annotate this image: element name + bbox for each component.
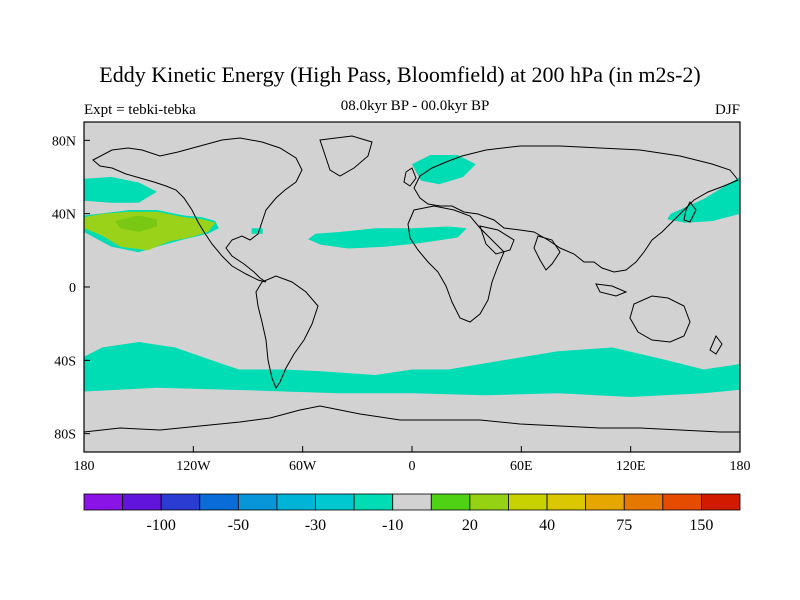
anomaly-scandinavia-patch — [412, 155, 476, 185]
anomaly-north-pacific-positive-inner — [115, 215, 157, 232]
lat-tick-label: 40S — [54, 354, 76, 369]
map-background — [84, 122, 740, 452]
colorbar-label: 150 — [689, 517, 713, 534]
colorbar-box — [469, 493, 509, 511]
anomaly-north-pacific-east-band — [84, 177, 157, 203]
lon-tick-label: 120E — [616, 459, 646, 474]
colorbar: -100 -50 -30 -10 20 40 75 150 — [83, 493, 741, 534]
colorbar-label: 40 — [539, 517, 555, 534]
lat-tick-label: 80N — [52, 134, 76, 149]
lat-tick-label: 80S — [54, 428, 76, 443]
anomaly-atlantic-small-patch — [251, 228, 263, 234]
colorbar-label: -50 — [228, 517, 249, 534]
longitude-ticks: 180 120W 60W 0 60E 120E 180 — [74, 446, 751, 474]
experiment-label: Expt = tebki-tebka — [84, 102, 196, 118]
anomaly-southern-ocean-band — [84, 342, 740, 397]
lat-tick-label: 40N — [52, 208, 76, 223]
colorbar-label: 20 — [462, 517, 478, 534]
lon-tick-label: 180 — [74, 459, 95, 474]
lon-tick-label: 60E — [510, 459, 533, 474]
lon-tick-label: 60W — [289, 459, 317, 474]
colorbar-box — [546, 493, 587, 511]
lon-tick-label: 120W — [176, 459, 211, 474]
anomaly-layer — [84, 155, 740, 397]
colorbar-box — [199, 493, 239, 511]
lon-tick-label: 0 — [409, 459, 416, 474]
anomaly-north-atlantic-band — [308, 226, 467, 249]
lat-tick-label: 0 — [69, 281, 76, 296]
colorbar-box — [392, 493, 432, 511]
coastlines — [84, 135, 740, 433]
colorbar-box — [353, 493, 394, 511]
colorbar-box — [623, 493, 664, 511]
colorbar-box — [237, 493, 278, 511]
colorbar-box — [122, 493, 162, 511]
colorbar-label: -10 — [382, 517, 403, 534]
season-label: DJF — [714, 102, 740, 118]
colorbar-box — [430, 493, 471, 511]
colorbar-box — [160, 493, 201, 511]
colorbar-label: 75 — [616, 517, 632, 534]
chart-title: Eddy Kinetic Energy (High Pass, Bloomfie… — [99, 62, 701, 87]
period-label: 08.0kyr BP - 00.0kyr BP — [340, 98, 490, 114]
colorbar-box — [83, 493, 123, 511]
colorbar-box — [276, 493, 316, 511]
latitude-ticks: 80N 40N 0 40S 80S — [52, 134, 90, 443]
colorbar-label: -30 — [305, 517, 326, 534]
colorbar-box — [662, 493, 702, 511]
colorbar-box — [701, 493, 741, 511]
lon-tick-label: 180 — [730, 459, 751, 474]
colorbar-box — [508, 493, 548, 511]
colorbar-box — [315, 493, 355, 511]
colorbar-label: -100 — [147, 517, 176, 534]
colorbar-box — [585, 493, 625, 511]
